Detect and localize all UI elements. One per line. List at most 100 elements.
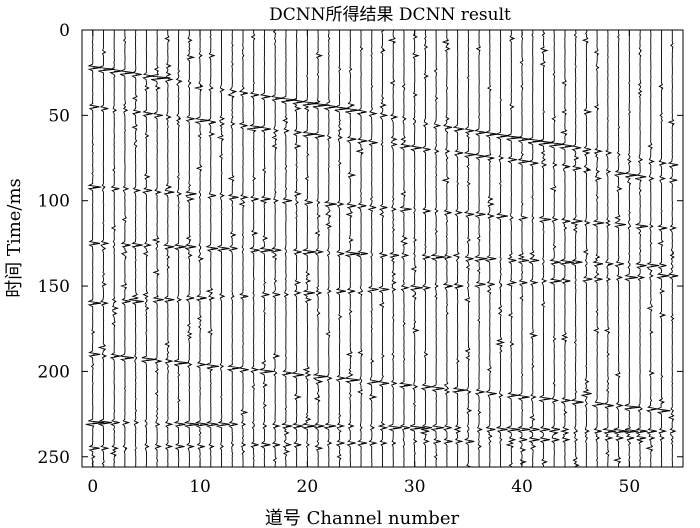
trace-fill [382,306,384,309]
trace-fill [157,424,160,427]
trace-fill [393,443,396,445]
trace-fill [275,373,277,375]
trace-fill [382,443,387,445]
trace-fill [425,427,433,430]
trace-fill [328,204,337,206]
trace-fill [414,453,416,456]
trace-fill [178,446,185,449]
trace-line [343,29,361,468]
trace-fill [371,397,376,399]
trace-fill [425,434,427,437]
trace-fill [522,374,523,377]
trace-fill [361,140,368,143]
trace-fill [318,426,325,428]
trace-fill [178,362,189,365]
trace-fill [296,251,302,254]
trace-fill [425,287,430,290]
trace-fill [285,118,288,121]
trace-fill [468,298,470,300]
trace-fill [285,455,287,457]
trace-fill [564,166,571,169]
trace-fill [264,364,266,367]
trace-fill [640,234,641,237]
trace-fill [339,137,342,140]
trace-fill [307,292,315,295]
trace-fill [607,405,614,408]
trace-fill [275,144,277,147]
trace-fill [114,226,116,229]
trace-fill [361,427,363,430]
trace-fill [157,238,159,240]
y-tick-label: 50 [48,106,70,126]
trace-line [430,29,446,468]
trace-fill [618,127,620,130]
trace-fill [167,257,170,259]
trace-fill [607,437,612,440]
trace-fill [103,461,105,464]
x-tick-label: 10 [189,477,211,497]
trace-fill [285,451,289,454]
trace-fill [275,98,282,100]
trace-fill [479,268,480,271]
trace-fill [672,437,674,440]
trace-fill [103,448,108,450]
trace-fill [189,40,192,42]
trace-fill [446,212,452,215]
trace-fill [275,147,277,150]
trace-fill [361,390,363,392]
trace-6 [149,29,171,468]
trace-fill [489,89,492,92]
trace-fill [661,245,663,247]
trace-fill [489,86,491,89]
trace-fill [575,221,583,223]
trace-fill [189,255,192,258]
trace-fill [403,323,406,326]
trace-fill [393,262,395,264]
trace-fill [242,93,248,95]
trace-fill [210,134,214,136]
trace-fill [446,178,449,181]
trace-fill [393,383,397,386]
trace-40 [516,29,531,468]
trace-fill [393,258,394,261]
trace-line [183,30,199,468]
trace-fill [522,272,523,275]
trace-fill [382,356,384,358]
trace-fill [200,89,202,92]
trace-fill [414,287,423,290]
trace-fill [522,397,530,399]
trace-fill [479,239,480,242]
trace-fill [640,50,642,53]
trace-fill [253,369,258,372]
trace-fill [296,292,301,295]
trace-fill [178,70,180,73]
trace-fill [221,173,223,176]
trace-fill [597,50,598,53]
trace-fill [468,258,474,261]
trace-fill [146,113,153,116]
trace-fill [468,301,470,304]
trace-fill [640,265,647,268]
trace-line [494,30,510,468]
trace-fill [114,321,116,324]
trace-fill [264,371,274,374]
trace-fill [543,303,545,305]
trace-fill [232,296,234,298]
trace-fill [468,265,470,268]
trace-fill [382,427,387,430]
trace-fill [446,304,448,307]
trace-fill [511,313,513,316]
trace-fill [167,366,169,368]
trace-fill [92,144,94,147]
trace-fill [307,444,310,447]
trace-fill [189,239,191,242]
trace-fill [607,383,609,386]
trace-fill [629,161,631,164]
trace-fill [468,130,474,133]
trace-line [623,29,641,468]
trace-21 [312,29,330,468]
trace-fill [189,185,191,188]
trace-fill [479,236,480,239]
trace-fill [296,101,305,104]
trace-fill [393,139,397,141]
